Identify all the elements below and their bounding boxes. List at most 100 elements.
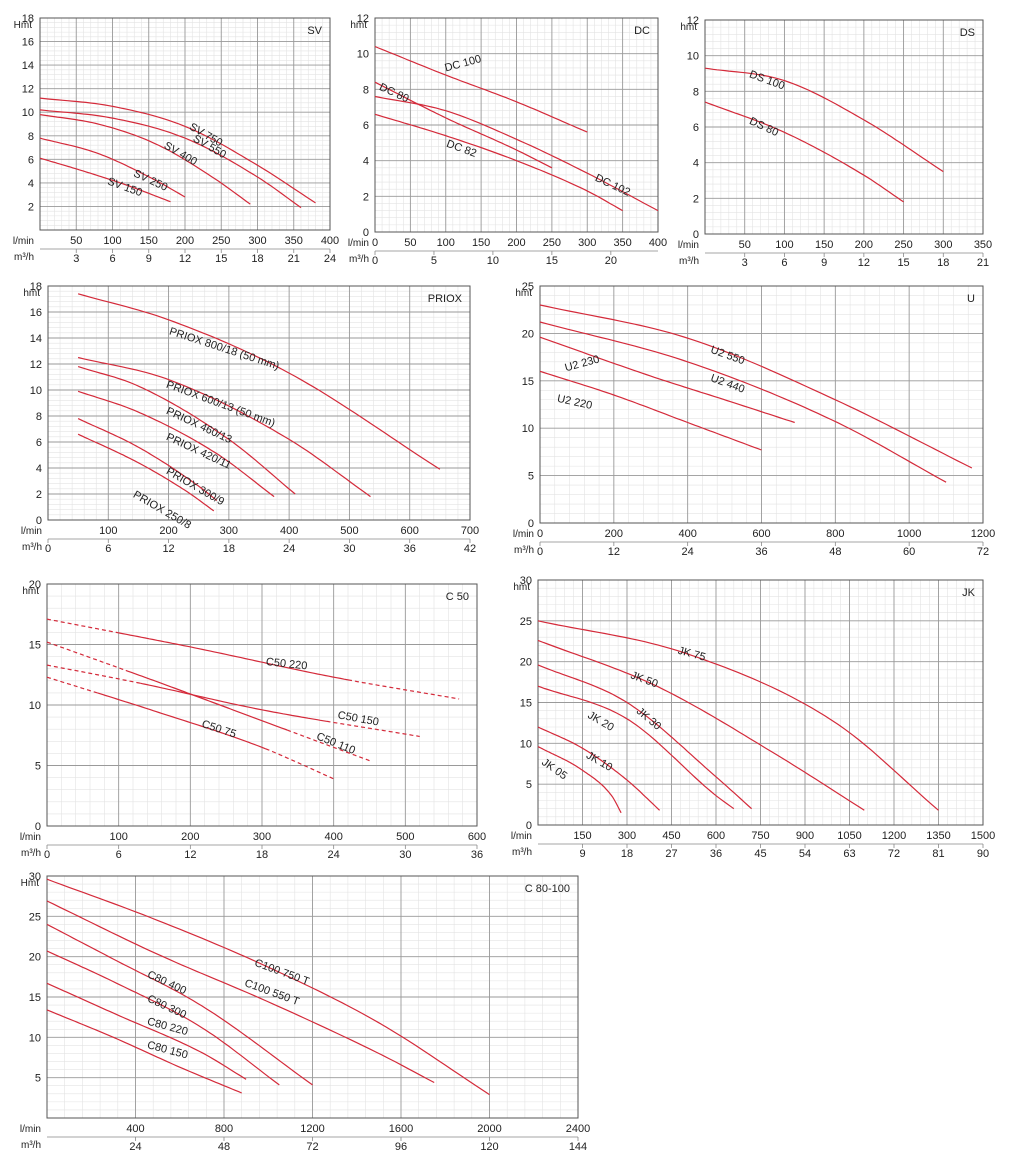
y-tick-label: 5 xyxy=(35,1073,41,1085)
y-axis-label: hmt xyxy=(680,22,697,33)
y-tick-label: 4 xyxy=(363,156,369,168)
x2-tick-label: 5 xyxy=(431,255,437,267)
y-tick-label: 15 xyxy=(522,376,534,388)
series-c80-150 xyxy=(46,1009,242,1094)
y-axis-label: hmt xyxy=(22,586,39,597)
y-tick-label: 5 xyxy=(526,779,532,791)
series-ds-100 xyxy=(704,67,944,173)
curve-line xyxy=(374,45,588,133)
series-c50-150 xyxy=(46,664,420,738)
x2-tick-label: 0 xyxy=(372,255,378,267)
x-tick-label: 300 xyxy=(578,237,596,249)
x-tick-label: 1200 xyxy=(971,528,995,540)
chart-title: JK xyxy=(962,587,976,599)
x2-tick-label: 6 xyxy=(781,257,787,269)
series-label: C50 220 xyxy=(265,656,308,672)
x2-tick-label: 0 xyxy=(537,546,543,558)
y-axis-label: hmt xyxy=(513,582,530,593)
x-tick-label: 250 xyxy=(212,235,230,247)
x2-tick-label: 72 xyxy=(977,546,989,558)
x2-tick-label: 12 xyxy=(162,543,174,555)
series-jk-05 xyxy=(537,746,622,814)
y-tick-label: 5 xyxy=(35,761,41,773)
y-tick-label: 10 xyxy=(357,49,369,61)
x2-tick-label: 90 xyxy=(977,848,989,860)
x-tick-label: 150 xyxy=(573,830,591,842)
curve-line xyxy=(77,293,441,470)
series-jk-50 xyxy=(537,639,865,811)
y-axis-label: Hmt xyxy=(14,20,33,31)
series-priox-800-18-50-mm xyxy=(77,293,441,470)
y-tick-label: 0 xyxy=(35,821,41,833)
x2-tick-label: 72 xyxy=(888,848,900,860)
curve-line xyxy=(539,304,973,469)
x2-tick-label: 12 xyxy=(608,546,620,558)
x-tick-label: 750 xyxy=(751,830,769,842)
x-tick-label: 1200 xyxy=(882,830,906,842)
x2-tick-label: 42 xyxy=(464,543,476,555)
x-tick-label: 600 xyxy=(707,830,725,842)
curve-solid xyxy=(97,692,266,750)
x-tick-label: 400 xyxy=(678,528,696,540)
series-u2-550 xyxy=(539,304,973,469)
x-tick-label: 100 xyxy=(99,525,117,537)
x2-axis-label: m³/h xyxy=(679,256,699,267)
x2-tick-label: 30 xyxy=(399,849,411,861)
curve-line xyxy=(39,97,316,204)
curve-dashed-start xyxy=(46,664,141,684)
curve-line xyxy=(77,356,371,498)
series-ds-80 xyxy=(704,101,904,203)
x-tick-label: 200 xyxy=(507,237,525,249)
curve-line xyxy=(46,950,280,1086)
chart-title: SV xyxy=(307,25,322,37)
x2-tick-label: 21 xyxy=(977,257,989,269)
y-tick-label: 12 xyxy=(22,84,34,96)
y-tick-label: 10 xyxy=(687,51,699,63)
y-tick-label: 2 xyxy=(693,193,699,205)
x-tick-label: 1350 xyxy=(926,830,950,842)
y-tick-label: 25 xyxy=(522,281,534,293)
x-axis-label: l/min xyxy=(511,831,532,842)
x2-tick-label: 36 xyxy=(755,546,767,558)
y-tick-label: 4 xyxy=(28,178,34,190)
curve-line xyxy=(77,366,296,495)
y-tick-label: 2 xyxy=(363,191,369,203)
x2-tick-label: 24 xyxy=(328,849,340,861)
x-axis-label: l/min xyxy=(13,236,34,247)
series-priox-460-13 xyxy=(77,366,296,495)
x2-tick-label: 24 xyxy=(682,546,694,558)
series-c80-300 xyxy=(46,950,280,1086)
x-tick-label: 400 xyxy=(321,235,339,247)
x-tick-label: 50 xyxy=(404,237,416,249)
curve-line xyxy=(77,418,218,501)
x2-tick-label: 27 xyxy=(665,848,677,860)
x-tick-label: 350 xyxy=(613,237,631,249)
x2-axis-label: m³/h xyxy=(512,847,532,858)
curve-line xyxy=(39,137,186,198)
series-priox-300-9 xyxy=(77,418,218,501)
x-tick-label: 350 xyxy=(285,235,303,247)
curve-line xyxy=(539,370,762,451)
x2-tick-label: 144 xyxy=(569,1141,587,1153)
curve-line xyxy=(539,336,795,424)
x-tick-label: 450 xyxy=(662,830,680,842)
x-tick-label: 350 xyxy=(974,239,992,251)
x2-tick-label: 21 xyxy=(288,253,300,265)
curve-dashed-end xyxy=(347,679,460,700)
y-tick-label: 6 xyxy=(363,120,369,132)
x2-tick-label: 24 xyxy=(283,543,295,555)
x2-tick-label: 18 xyxy=(223,543,235,555)
x-axis-label: l/min xyxy=(513,529,534,540)
x2-tick-label: 36 xyxy=(404,543,416,555)
x2-tick-label: 15 xyxy=(546,255,558,267)
series-c50-110 xyxy=(46,641,370,762)
x-tick-label: 800 xyxy=(215,1123,233,1135)
y-tick-label: 10 xyxy=(29,1032,41,1044)
curve-line xyxy=(704,67,944,173)
series-jk-30 xyxy=(537,664,752,810)
x2-tick-label: 36 xyxy=(710,848,722,860)
x2-tick-label: 12 xyxy=(858,257,870,269)
x2-tick-label: 15 xyxy=(215,253,227,265)
y-tick-label: 5 xyxy=(528,471,534,483)
